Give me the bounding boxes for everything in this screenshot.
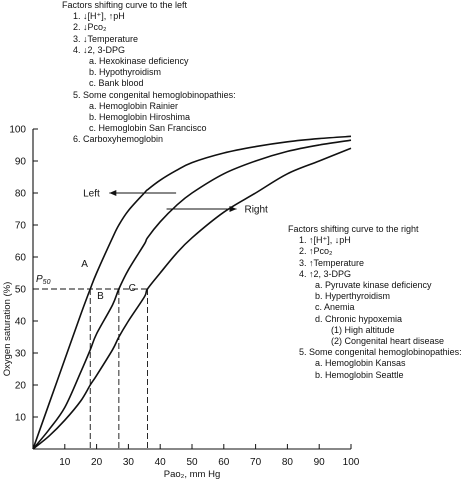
- left-shift-factors-list: Factors shifting curve to the left 1. ↓[…: [62, 0, 236, 146]
- y-axis-title: Oxygen saturation (%): [2, 282, 13, 377]
- y-tick-label: 50: [15, 285, 27, 296]
- left-factor-item: a. Hexokinase deficiency: [89, 56, 189, 67]
- curve-label-c: C: [129, 283, 136, 294]
- right-shift-factors-list: Factors shifting curve to the right 1. ↑…: [288, 224, 462, 381]
- right-shift-factors-title: Factors shifting curve to the right: [288, 224, 419, 234]
- left-factor-item: c. Hemoglobin San Francisco: [89, 123, 207, 134]
- right-factor-item: (1) High altitude: [331, 324, 395, 335]
- left-factor-item: 5. Some congenital hemoglobinopathies:: [73, 89, 236, 100]
- x-tick-label: 80: [282, 457, 294, 468]
- y-tick-label: 80: [15, 189, 27, 200]
- left-factor-item: b. Hemoglobin Hiroshima: [89, 112, 191, 123]
- x-tick-label: 30: [123, 457, 135, 468]
- right-factor-item: 5. Some congenital hemoglobinopathies:: [299, 347, 462, 358]
- x-tick-label: 10: [59, 457, 71, 468]
- left-factor-item: c. Bank blood: [89, 78, 144, 89]
- curve-label-a: A: [81, 259, 88, 270]
- left-shift-label: Left: [83, 189, 100, 200]
- x-tick-label: 20: [91, 457, 103, 468]
- y-tick-label: 90: [15, 157, 27, 168]
- right-factor-item: 1. ↑[H⁺], ↓pH: [299, 235, 351, 246]
- y-tick-label: 30: [15, 349, 27, 360]
- y-tick-label: 60: [15, 253, 27, 264]
- left-factor-item: 3. ↓Temperature: [73, 33, 139, 44]
- x-tick-label: 40: [155, 457, 167, 468]
- right-factor-item: (2) Congenital heart disease: [331, 336, 445, 347]
- right-factor-item: 2. ↑Pco₂: [299, 246, 333, 257]
- right-factor-item: a. Hemoglobin Kansas: [315, 358, 406, 369]
- x-tick-label: 50: [186, 457, 198, 468]
- right-factor-item: 3. ↑Temperature: [299, 257, 365, 268]
- curve-label-b: B: [97, 291, 104, 302]
- left-factor-item: b. Hypothyroidism: [89, 67, 162, 78]
- x-tick-label: 100: [343, 457, 360, 468]
- y-tick-label: 40: [15, 317, 27, 328]
- curve-b: [32, 139, 352, 450]
- p50-label: P50: [36, 274, 51, 286]
- left-factor-item: a. Hemoglobin Rainier: [89, 100, 179, 111]
- right-factor-item: b. Hemoglobin Seattle: [315, 369, 404, 380]
- y-tick-label: 70: [15, 221, 27, 232]
- x-axis-title: Pao₂, mm Hg: [164, 469, 220, 480]
- y-tick-label: 20: [15, 381, 27, 392]
- y-tick-label: 10: [15, 413, 27, 424]
- right-factor-item: d. Chronic hypoxemia: [315, 313, 403, 324]
- right-factor-item: b. Hyperthyroidism: [315, 291, 391, 302]
- right-shift-label: Right: [244, 205, 268, 216]
- left-factor-item: 4. ↓2, 3-DPG: [73, 44, 126, 55]
- curve-c: [32, 147, 352, 450]
- left-shift-factors-title: Factors shifting curve to the left: [62, 0, 188, 10]
- left-factor-item: 6. Carboxyhemoglobin: [73, 134, 164, 145]
- left-factor-item: 1. ↓[H⁺], ↑pH: [73, 11, 125, 22]
- x-tick-label: 60: [218, 457, 230, 468]
- right-factor-item: a. Pyruvate kinase deficiency: [315, 280, 432, 291]
- x-tick-label: 90: [314, 457, 326, 468]
- left-factor-item: 2. ↓Pco₂: [73, 22, 107, 33]
- x-tick-label: 70: [250, 457, 262, 468]
- right-factor-item: c. Anemia: [315, 302, 355, 313]
- right-factor-item: 4. ↑2, 3-DPG: [299, 268, 352, 279]
- y-tick-label: 100: [9, 125, 26, 136]
